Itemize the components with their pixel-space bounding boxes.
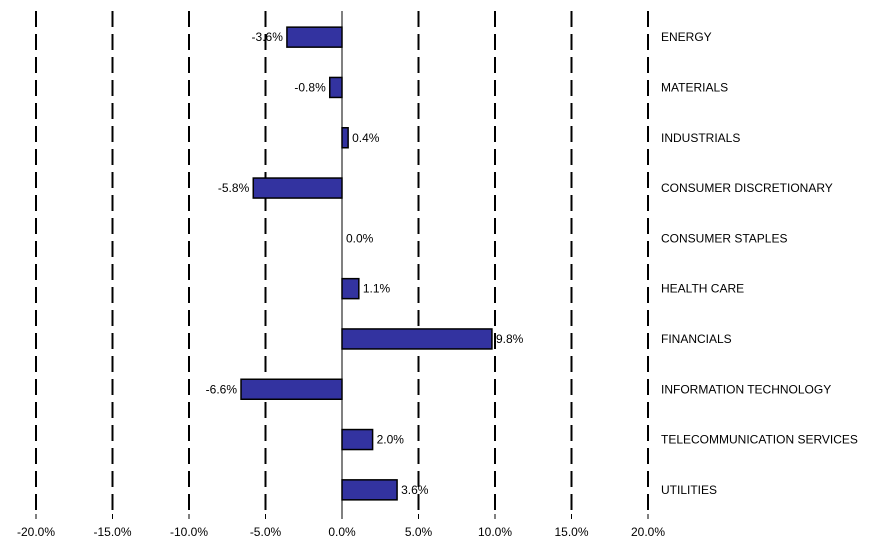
x-tick-label: 10.0% (478, 525, 512, 539)
category-label: INFORMATION TECHNOLOGY (661, 382, 831, 396)
x-tick-label: -20.0% (17, 525, 55, 539)
bar (286, 26, 343, 48)
x-tick-label: -5.0% (250, 525, 282, 539)
x-axis-ticks: -20.0% -15.0% -10.0% -5.0% 0.0% 5.0% 10.0% 15.0… (17, 525, 665, 539)
x-tick-label: 0.0% (328, 525, 356, 539)
category-label: HEALTH CARE (661, 282, 744, 296)
bar (341, 479, 398, 501)
bar (329, 76, 343, 99)
gridlines (35, 11, 649, 519)
category-label: CONSUMER DISCRETIONARY (661, 181, 833, 195)
x-tick-label: 20.0% (631, 525, 665, 539)
category-label: MATERIALS (661, 80, 728, 94)
bar (252, 177, 343, 199)
value-label: -3.6% (252, 30, 284, 44)
category-labels: ENERGY MATERIALS INDUSTRIALS CONSUMER DISCR… (661, 30, 858, 497)
value-label: 1.1% (363, 282, 391, 296)
bar (341, 277, 360, 300)
category-label: TELECOMMUNICATION SERVICES (661, 433, 858, 447)
value-label: 2.0% (377, 433, 405, 447)
x-tick-label: -10.0% (170, 525, 208, 539)
value-label: -5.8% (218, 181, 250, 195)
value-labels: -3.6% -0.8% 0.4% -5.8% 0.0% 1.1% 9.8% -6.6% 2.0%… (206, 30, 524, 497)
x-tick-label: -15.0% (93, 525, 131, 539)
category-label: FINANCIALS (661, 332, 732, 346)
value-label: 0.4% (352, 131, 380, 145)
value-label: -6.6% (206, 382, 238, 396)
category-label: INDUSTRIALS (661, 131, 740, 145)
x-tick-label: 15.0% (554, 525, 588, 539)
bar (341, 428, 374, 451)
x-tick-label: 5.0% (405, 525, 433, 539)
value-label: 0.0% (346, 231, 374, 245)
bars (240, 26, 493, 501)
value-label: 9.8% (496, 332, 524, 346)
category-label: CONSUMER STAPLES (661, 231, 787, 245)
value-label: -0.8% (294, 80, 326, 94)
bar (240, 378, 343, 400)
category-label: UTILITIES (661, 483, 717, 497)
category-label: ENERGY (661, 30, 712, 44)
bar (341, 328, 493, 350)
bar (341, 127, 349, 149)
value-label: 3.6% (401, 483, 429, 497)
